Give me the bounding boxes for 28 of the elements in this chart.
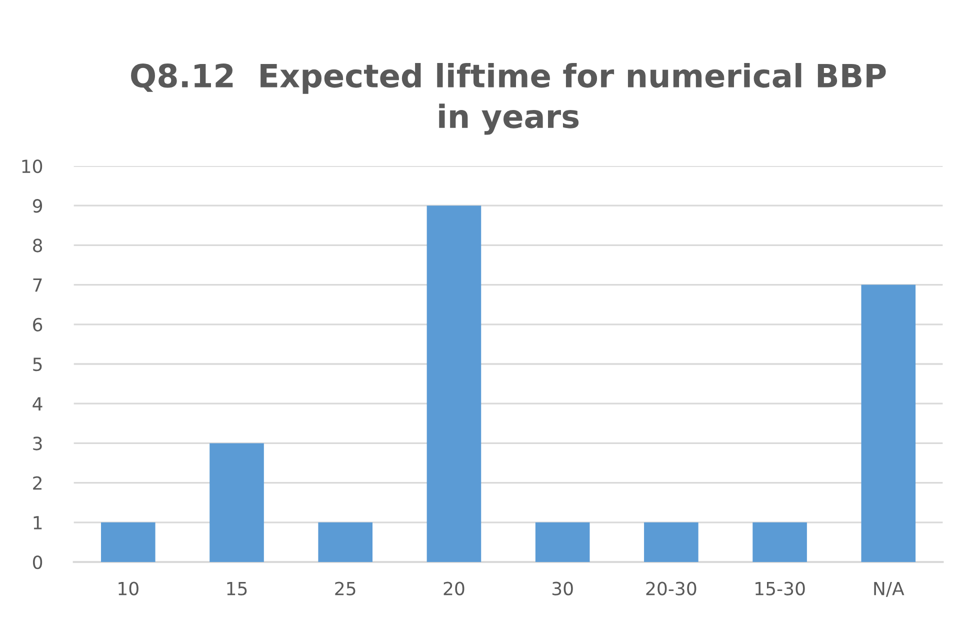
x-tick-label: 15-30	[756, 582, 805, 596]
y-tick-label: 4	[32, 397, 42, 410]
x-tick-label: 20-30	[646, 582, 696, 596]
bar	[535, 522, 590, 562]
bar	[426, 206, 482, 562]
y-tick-label: 1	[34, 516, 42, 530]
y-tick-label: 5	[33, 358, 42, 372]
bar	[210, 443, 264, 562]
bar	[100, 522, 156, 562]
x-tick-label: 20	[444, 582, 464, 596]
x-tick-label: N/A	[874, 582, 904, 597]
x-tick-label: 10	[118, 582, 138, 596]
x-tick-label: 30	[552, 582, 573, 596]
chart-title: Q8.12 Expected liftime for numerical BBP in years	[131, 62, 886, 135]
bar	[861, 284, 916, 562]
y-tick-label: 0	[32, 555, 42, 570]
y-tick-label: 9	[32, 199, 42, 213]
y-tick-label: 10	[22, 159, 42, 174]
bar	[318, 522, 373, 562]
x-tick-label: 25	[335, 582, 356, 596]
y-tick-label: 7	[33, 278, 42, 292]
y-tick-label: 8	[33, 238, 42, 252]
y-tick-label: 3	[33, 436, 42, 450]
y-tick-label: 6	[33, 318, 42, 332]
bar	[644, 522, 698, 562]
y-tick-label: 2	[33, 476, 42, 490]
x-tick-label: 15	[227, 582, 247, 596]
bar	[752, 522, 807, 562]
